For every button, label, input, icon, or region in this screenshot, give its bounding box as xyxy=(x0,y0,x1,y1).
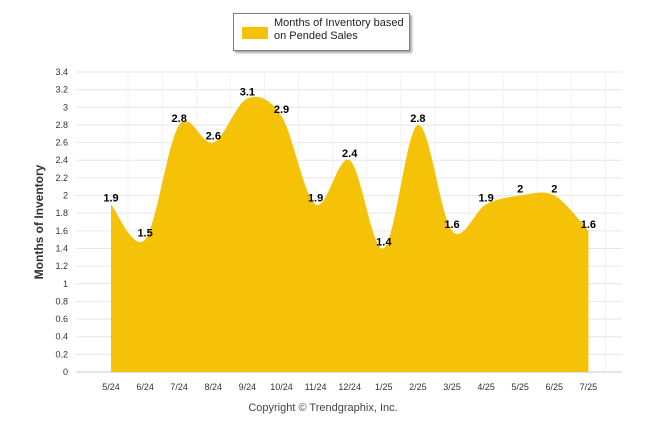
y-axis-ticks: 0 0.2 0.4 0.6 0.8 1 1.2 1.4 1.6 1.8 2 2.2 2.4 2.6 2.8 3… xyxy=(55,67,68,377)
y-tick-label: 2.6 xyxy=(55,138,68,148)
y-tick-label: 0.2 xyxy=(55,349,68,359)
area-series-fill xyxy=(111,96,589,372)
x-tick-label: 7/25 xyxy=(580,382,598,392)
x-tick-label: 12/24 xyxy=(338,382,361,392)
data-label: 2.8 xyxy=(172,113,187,125)
x-tick-label: 2/25 xyxy=(409,382,427,392)
y-tick-label: 2.2 xyxy=(55,173,68,183)
x-tick-label: 7/24 xyxy=(170,382,188,392)
x-tick-label: 5/25 xyxy=(511,382,529,392)
legend-swatch xyxy=(242,27,268,39)
data-label: 1.6 xyxy=(444,219,459,231)
x-tick-label: 6/24 xyxy=(136,382,154,392)
x-tick-label: 9/24 xyxy=(239,382,257,392)
copyright-credit: Copyright © Trendgraphix, Inc. xyxy=(248,402,398,414)
y-tick-label: 1 xyxy=(63,279,68,289)
y-axis-title: Months of Inventory xyxy=(32,164,46,279)
y-tick-label: 3.2 xyxy=(55,85,68,95)
x-tick-label: 5/24 xyxy=(102,382,120,392)
y-tick-label: 1.2 xyxy=(55,261,68,271)
data-labels: 1.9 1.5 2.8 2.6 3.1 2.9 1.9 2.4 1.4 2.8 1.6 1.9 2 2 1.… xyxy=(103,86,596,248)
legend: Months of Inventory based on Pended Sale… xyxy=(233,13,410,51)
x-tick-label: 8/24 xyxy=(205,382,223,392)
x-tick-label: 11/24 xyxy=(305,382,327,392)
x-tick-label: 6/25 xyxy=(546,382,564,392)
data-label: 1.4 xyxy=(376,236,392,248)
y-tick-label: 0.6 xyxy=(55,314,68,324)
x-tick-label: 4/25 xyxy=(477,382,495,392)
y-tick-label: 1.6 xyxy=(55,226,68,236)
data-label: 1.9 xyxy=(308,192,323,204)
data-label: 2 xyxy=(517,184,523,196)
y-tick-label: 2 xyxy=(63,191,68,201)
x-tick-label: 1/25 xyxy=(375,382,393,392)
data-label: 1.6 xyxy=(581,219,596,231)
y-tick-label: 2.4 xyxy=(55,155,68,165)
data-label: 2.8 xyxy=(410,113,425,125)
data-label: 2.4 xyxy=(342,148,358,160)
x-tick-label: 3/25 xyxy=(443,382,461,392)
data-label: 1.5 xyxy=(137,228,152,240)
data-label: 2 xyxy=(551,184,557,196)
legend-label: Months of Inventory based on Pended Sale… xyxy=(274,17,404,42)
y-tick-label: 0.4 xyxy=(55,332,68,342)
y-tick-label: 0.8 xyxy=(55,296,68,306)
y-tick-label: 3.4 xyxy=(55,67,68,77)
data-label: 1.9 xyxy=(478,192,493,204)
y-tick-label: 0 xyxy=(63,367,68,377)
data-label: 2.6 xyxy=(206,131,221,143)
data-label: 3.1 xyxy=(240,86,255,98)
y-tick-label: 3 xyxy=(63,102,68,112)
data-label: 2.9 xyxy=(274,104,289,116)
y-tick-label: 2.8 xyxy=(55,120,68,130)
x-tick-label: 10/24 xyxy=(270,382,293,392)
y-tick-label: 1.4 xyxy=(55,243,68,253)
x-axis-ticks: 5/24 6/24 7/24 8/24 9/24 10/24 11/24 12/24 1/25 2… xyxy=(102,382,597,392)
y-tick-label: 1.8 xyxy=(55,208,68,218)
data-label: 1.9 xyxy=(103,192,118,204)
